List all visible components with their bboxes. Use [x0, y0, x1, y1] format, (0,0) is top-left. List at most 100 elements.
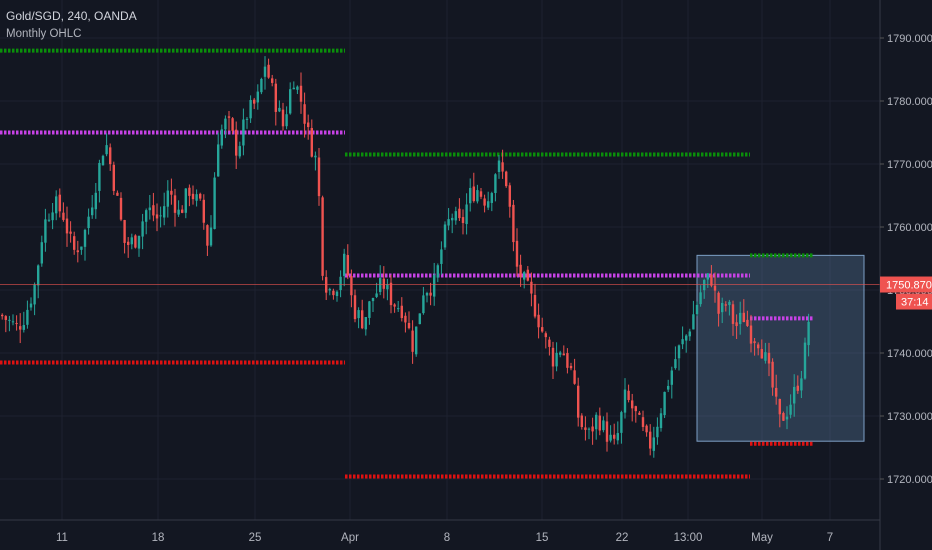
candle-body	[123, 220, 126, 243]
candle-body	[674, 359, 677, 369]
candle-body	[238, 146, 241, 157]
candle-body	[454, 211, 457, 221]
candle-body	[638, 412, 641, 415]
time-axis[interactable]: 11 18 25 Apr 8 15 22 13:00 May 7	[0, 519, 880, 544]
candle-body	[548, 339, 551, 347]
candle-body	[515, 240, 519, 267]
monthly-ohlc-levels	[0, 48, 813, 479]
candle-body	[371, 297, 375, 302]
candle-body	[555, 352, 558, 367]
candle-body	[335, 291, 339, 296]
candle-body	[303, 104, 306, 124]
candle-body	[749, 325, 753, 344]
candle-body	[415, 326, 418, 355]
chart-title: Gold/SGD, 240, OANDA	[6, 9, 137, 23]
candle-body	[191, 193, 195, 200]
candle-body	[461, 217, 465, 224]
candle-body	[537, 314, 540, 328]
candle-body	[321, 197, 324, 276]
candle-body	[397, 308, 400, 310]
candle-body	[681, 339, 684, 345]
candle-body	[206, 225, 209, 246]
candle-body	[447, 219, 450, 226]
candle-body	[253, 99, 256, 104]
candle-body	[386, 284, 389, 290]
candle-body	[717, 292, 720, 314]
candle-body	[706, 273, 709, 280]
candle-body	[307, 122, 310, 128]
candle-body	[685, 335, 688, 341]
candle-body	[440, 249, 443, 264]
current-price-label: 1750.870	[886, 280, 932, 292]
candle-body	[458, 208, 461, 219]
candle-body	[296, 86, 299, 90]
candle-body	[670, 370, 673, 385]
candle-body	[55, 196, 58, 214]
candle-body	[688, 331, 691, 337]
candle-body	[65, 218, 69, 234]
candle-body	[343, 253, 346, 276]
candle-body	[263, 66, 267, 77]
candle-body	[368, 301, 371, 318]
price-tick-label: 1790.000	[887, 33, 932, 45]
time-tick-label: 15	[536, 532, 549, 544]
candle-body	[1, 314, 4, 317]
candle-body	[350, 275, 353, 296]
candle-body	[526, 269, 529, 281]
candle-body	[202, 199, 205, 223]
candle-body	[713, 285, 717, 291]
candle-body	[281, 109, 285, 127]
candle-body	[523, 272, 526, 280]
candle-body	[188, 187, 191, 196]
candle-body	[497, 160, 501, 172]
candle-body	[314, 155, 317, 158]
candle-body	[116, 192, 119, 196]
candle-body	[487, 201, 490, 208]
candle-body	[425, 292, 429, 296]
price-badges: 1750.870 37:14	[880, 276, 932, 310]
candle-body	[591, 426, 594, 432]
candle-body	[289, 89, 292, 114]
candle-body	[609, 434, 612, 441]
candle-body	[37, 265, 40, 286]
candle-body	[418, 313, 421, 325]
candle-body	[793, 386, 796, 404]
candle-body	[400, 305, 403, 319]
candle-body	[782, 413, 785, 421]
candle-body	[47, 219, 51, 221]
candle-body	[173, 195, 177, 213]
candle-body	[242, 119, 245, 146]
candle-body	[785, 416, 789, 420]
candle-body	[256, 91, 259, 103]
candle-body	[433, 275, 436, 297]
price-tick-label: 1780.000	[887, 96, 932, 108]
candle-body	[404, 315, 407, 323]
candle-body	[112, 164, 115, 191]
candle-body	[245, 118, 249, 120]
candle-body	[757, 344, 760, 349]
candle-body	[407, 322, 411, 329]
candle-body	[29, 303, 33, 308]
candle-body	[292, 87, 295, 90]
candle-body	[51, 212, 54, 221]
candle-body	[209, 227, 213, 246]
candle-body	[382, 278, 385, 289]
candle-body	[184, 188, 187, 213]
candle-body	[231, 118, 234, 131]
candle-body	[328, 288, 331, 291]
candle-body	[728, 301, 731, 306]
candle-body	[159, 215, 162, 217]
candle-body	[803, 342, 807, 379]
candle-body	[19, 326, 22, 330]
candle-body	[796, 385, 799, 391]
candle-body	[573, 370, 576, 384]
candle-body	[767, 352, 771, 364]
candle-body	[465, 204, 468, 225]
candle-body	[22, 325, 25, 330]
candle-body	[76, 250, 79, 253]
candle-body	[569, 365, 573, 369]
candle-body	[483, 198, 486, 206]
candle-body	[393, 304, 396, 307]
candle-body	[490, 193, 493, 203]
